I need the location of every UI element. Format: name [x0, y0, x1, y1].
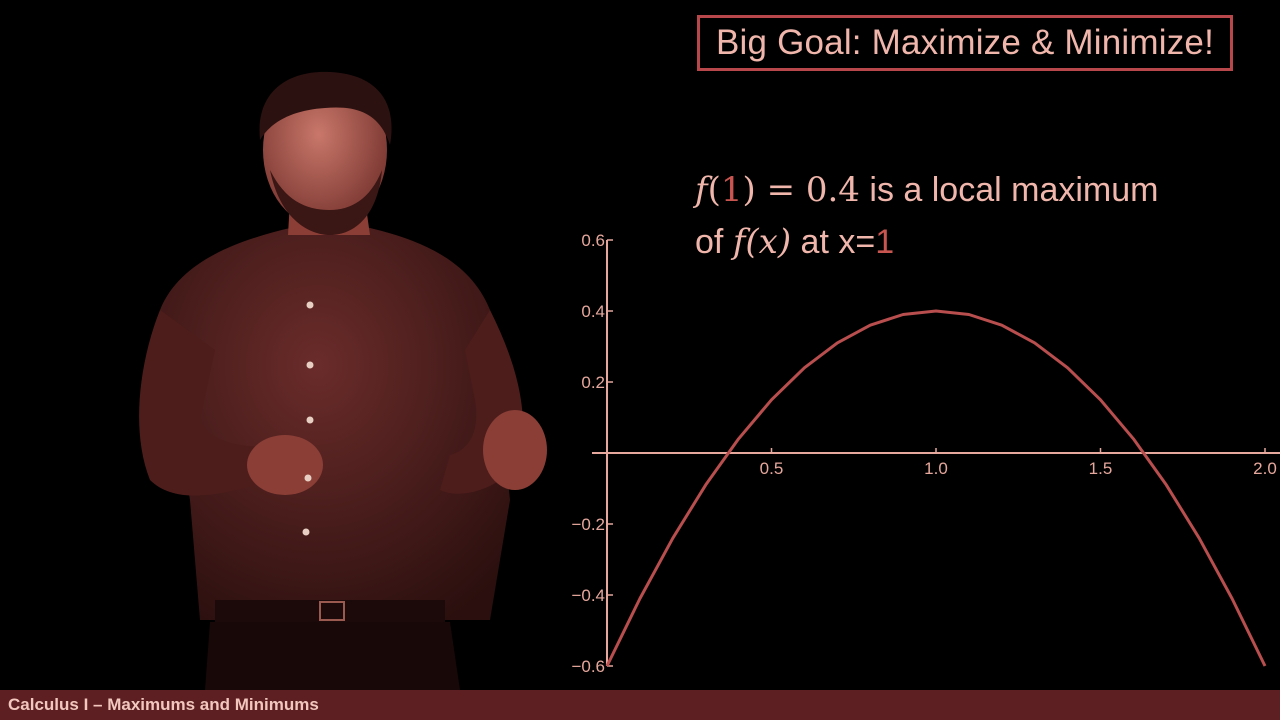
x-tick-label: 1.5 — [1089, 459, 1113, 478]
parabola-chart: 0.5 1.0 1.5 2.0 0.6 0.4 0.2 −0.2 −0.4 −0.6 — [571, 231, 1280, 676]
annotation-open-paren: ( — [707, 170, 721, 210]
footer-title: Calculus I – Maximums and Minimums — [8, 695, 319, 714]
x-tick-label: 2.0 — [1253, 459, 1277, 478]
y-tick-label: −0.4 — [571, 586, 605, 605]
y-tick-label: −0.6 — [571, 657, 605, 676]
series-line — [605, 309, 1267, 667]
annotation-x-value: 1 — [875, 223, 895, 261]
annotation-arg: 1 — [720, 170, 743, 210]
y-tick-label: 0.6 — [581, 231, 605, 250]
x-tick-label: 1.0 — [924, 459, 948, 478]
annotation-prefix: of — [695, 223, 733, 261]
annotation-text: is a local maximum — [859, 171, 1159, 209]
annotation-fn-expr: f(x) — [732, 222, 792, 262]
series — [605, 309, 1267, 667]
presenter-image — [139, 71, 547, 690]
y-tick-label: 0.2 — [581, 373, 605, 392]
annotation-line-2: of f(x) at x=1 — [695, 222, 894, 262]
goal-title-box: Big Goal: Maximize & Minimize! — [697, 15, 1233, 71]
goal-title: Big Goal: Maximize & Minimize! — [715, 23, 1215, 62]
annotation-value: ) = 0.4 — [742, 170, 860, 210]
y-tick-label: −0.2 — [571, 515, 605, 534]
footer-bar: Calculus I – Maximums and Minimums — [0, 690, 1280, 720]
annotation-fn: f — [695, 170, 708, 210]
annotation-mid: at x= — [791, 223, 876, 261]
y-tick-label: 0.4 — [581, 302, 605, 321]
x-tick-label: 0.5 — [760, 459, 784, 478]
tick-labels: 0.5 1.0 1.5 2.0 0.6 0.4 0.2 −0.2 −0.4 −0.6 — [571, 231, 1276, 676]
annotation-line-1: f(1) = 0.4 is a local maximum — [695, 170, 1158, 210]
